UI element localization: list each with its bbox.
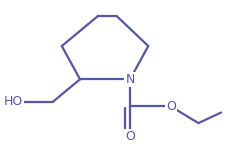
Text: N: N (125, 73, 135, 86)
Text: O: O (125, 130, 135, 143)
Text: O: O (166, 100, 176, 113)
Text: HO: HO (4, 95, 23, 108)
